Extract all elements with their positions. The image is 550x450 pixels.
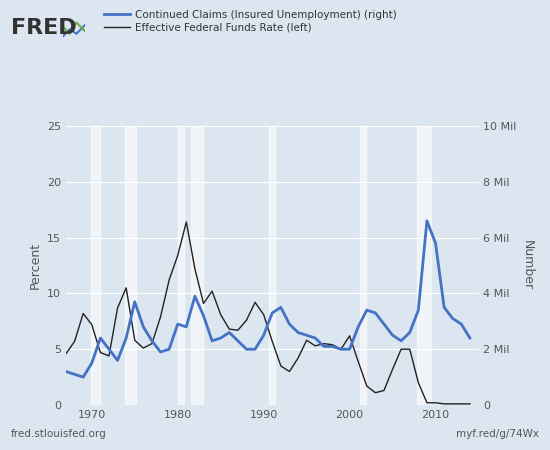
Text: FRED: FRED: [11, 18, 76, 38]
Bar: [125, 126, 136, 405]
Bar: [360, 126, 366, 405]
Text: myf.red/g/74Wx: myf.red/g/74Wx: [456, 429, 539, 439]
Bar: [178, 126, 184, 405]
Text: fred.stlouisfed.org: fred.stlouisfed.org: [11, 429, 107, 439]
Y-axis label: Number: Number: [520, 240, 534, 291]
Bar: [191, 126, 202, 405]
Bar: [269, 126, 275, 405]
Legend: Continued Claims (Insured Unemployment) (right), Effective Federal Funds Rate (l: Continued Claims (Insured Unemployment) …: [104, 10, 397, 33]
Bar: [91, 126, 100, 405]
Bar: [417, 126, 431, 405]
Y-axis label: Percent: Percent: [29, 242, 41, 289]
